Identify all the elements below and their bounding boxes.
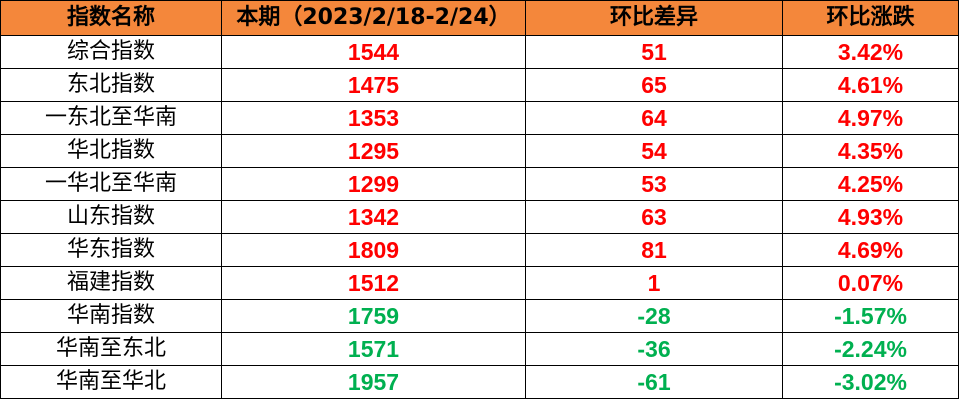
value-cell: 4.93% xyxy=(782,200,959,234)
value-cell: 65 xyxy=(525,68,783,102)
index-table: 指数名称 本期（2023/2/18-2/24） 环比差异 环比涨跌 综合指数 1544 5… xyxy=(0,0,959,399)
header-row: 指数名称 本期（2023/2/18-2/24） 环比差异 环比涨跌 xyxy=(0,0,959,36)
index-name: 山东指数 xyxy=(0,200,222,234)
value-cell: 81 xyxy=(525,233,783,267)
value-cell: 1512 xyxy=(221,266,526,300)
value-cell: 1475 xyxy=(221,68,526,102)
value-cell: 51 xyxy=(525,35,783,69)
value-cell: 4.61% xyxy=(782,68,959,102)
value-cell: 54 xyxy=(525,134,783,168)
table-row: 华南至华北 1957 -61 -3.02% xyxy=(0,365,959,399)
index-name: 华南指数 xyxy=(0,299,222,333)
value-cell: 1 xyxy=(525,266,783,300)
value-cell: -61 xyxy=(525,365,783,399)
value-cell: 1957 xyxy=(221,365,526,399)
header-cell: 环比涨跌 xyxy=(782,0,959,36)
header-cell: 本期（2023/2/18-2/24） xyxy=(221,0,526,36)
table-body: 综合指数 1544 51 3.42% 东北指数 1475 65 4.61% 一东北至华南 1353… xyxy=(0,35,959,399)
table-row: 综合指数 1544 51 3.42% xyxy=(0,35,959,69)
value-cell: -1.57% xyxy=(782,299,959,333)
header-cell: 指数名称 xyxy=(0,0,222,36)
value-cell: -3.02% xyxy=(782,365,959,399)
value-cell: -28 xyxy=(525,299,783,333)
index-name: 一东北至华南 xyxy=(0,101,222,135)
index-name: 华南至华北 xyxy=(0,365,222,399)
value-cell: 4.69% xyxy=(782,233,959,267)
value-cell: 4.97% xyxy=(782,101,959,135)
value-cell: 3.42% xyxy=(782,35,959,69)
value-cell: -2.24% xyxy=(782,332,959,366)
value-cell: 1809 xyxy=(221,233,526,267)
table-row: 华南至东北 1571 -36 -2.24% xyxy=(0,332,959,366)
value-cell: 64 xyxy=(525,101,783,135)
value-cell: 0.07% xyxy=(782,266,959,300)
index-name: 华北指数 xyxy=(0,134,222,168)
value-cell: 1299 xyxy=(221,167,526,201)
index-name: 东北指数 xyxy=(0,68,222,102)
value-cell: 63 xyxy=(525,200,783,234)
table-row: 华东指数 1809 81 4.69% xyxy=(0,233,959,267)
value-cell: 4.25% xyxy=(782,167,959,201)
value-cell: 1295 xyxy=(221,134,526,168)
table-row: 山东指数 1342 63 4.93% xyxy=(0,200,959,234)
table-row: 东北指数 1475 65 4.61% xyxy=(0,68,959,102)
header-cell: 环比差异 xyxy=(525,0,783,36)
value-cell: 1759 xyxy=(221,299,526,333)
value-cell: 1353 xyxy=(221,101,526,135)
index-name: 一华北至华南 xyxy=(0,167,222,201)
value-cell: 53 xyxy=(525,167,783,201)
value-cell: 1544 xyxy=(221,35,526,69)
table-row: 福建指数 1512 1 0.07% xyxy=(0,266,959,300)
index-name: 综合指数 xyxy=(0,35,222,69)
table-row: 一华北至华南 1299 53 4.25% xyxy=(0,167,959,201)
value-cell: 1571 xyxy=(221,332,526,366)
table-row: 华南指数 1759 -28 -1.57% xyxy=(0,299,959,333)
value-cell: -36 xyxy=(525,332,783,366)
value-cell: 1342 xyxy=(221,200,526,234)
table-row: 华北指数 1295 54 4.35% xyxy=(0,134,959,168)
table-row: 一东北至华南 1353 64 4.97% xyxy=(0,101,959,135)
value-cell: 4.35% xyxy=(782,134,959,168)
index-name: 华东指数 xyxy=(0,233,222,267)
index-name: 福建指数 xyxy=(0,266,222,300)
index-name: 华南至东北 xyxy=(0,332,222,366)
